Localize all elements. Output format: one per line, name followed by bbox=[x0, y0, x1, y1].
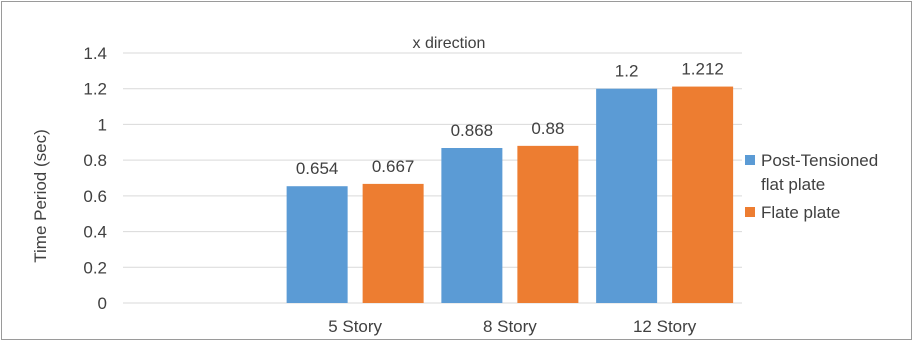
x-tick-label: 12 Story bbox=[633, 317, 697, 336]
bars bbox=[286, 86, 734, 303]
x-axis-ticks: 5 Story 8 Story 12 Story bbox=[328, 317, 697, 336]
data-label: 0.868 bbox=[451, 121, 494, 140]
y-tick-label: 0.2 bbox=[83, 258, 107, 277]
y-tick-label: 0 bbox=[98, 294, 107, 313]
data-label: 0.88 bbox=[531, 119, 564, 138]
chart-title: x direction bbox=[413, 35, 486, 52]
data-labels: 0.654 0.667 0.868 0.88 1.2 1.212 bbox=[296, 60, 724, 179]
y-tick-label: 0.6 bbox=[83, 187, 107, 206]
legend-swatch bbox=[745, 155, 755, 165]
data-label: 1.2 bbox=[615, 62, 639, 81]
y-tick-label: 1.2 bbox=[83, 80, 107, 99]
bar bbox=[517, 145, 579, 303]
bar bbox=[286, 186, 348, 303]
legend-swatch bbox=[745, 207, 755, 217]
x-tick-label: 8 Story bbox=[483, 317, 537, 336]
legend: Post-Tensioned flat plate Flate plate bbox=[745, 151, 878, 222]
y-tick-label: 0.8 bbox=[83, 151, 107, 170]
y-axis-label: Time Period (sec) bbox=[31, 129, 50, 263]
bar bbox=[672, 86, 734, 303]
legend-label: Post-Tensioned bbox=[761, 151, 878, 170]
y-tick-label: 1 bbox=[98, 115, 107, 134]
bar bbox=[441, 148, 503, 303]
y-axis-ticks: 0 0.2 0.4 0.6 0.8 1 1.2 1.4 bbox=[83, 44, 107, 313]
legend-label: Flate plate bbox=[761, 203, 840, 222]
y-tick-label: 1.4 bbox=[83, 44, 107, 63]
bar bbox=[596, 88, 658, 303]
y-tick-label: 0.4 bbox=[83, 223, 107, 242]
data-label: 1.212 bbox=[681, 60, 724, 79]
data-label: 0.667 bbox=[372, 157, 415, 176]
bar bbox=[362, 183, 424, 303]
legend-label: flat plate bbox=[761, 175, 825, 194]
data-label: 0.654 bbox=[296, 159, 339, 178]
x-tick-label: 5 Story bbox=[328, 317, 382, 336]
